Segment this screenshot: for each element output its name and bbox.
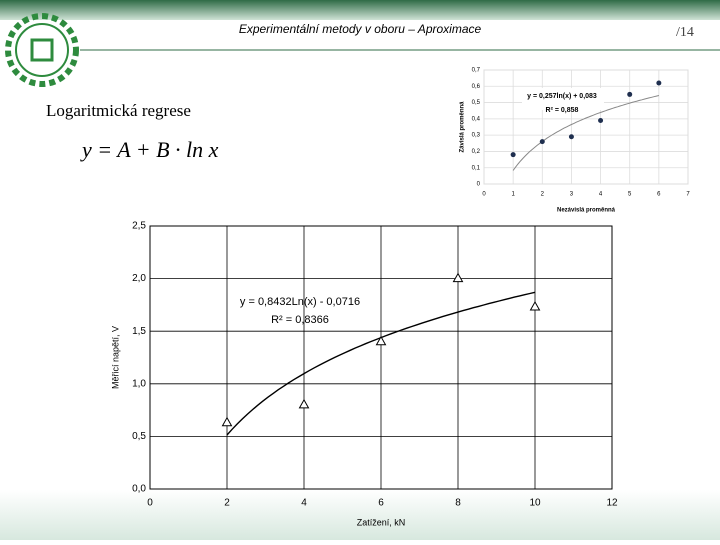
x-tick-label: 8 [455, 498, 461, 509]
data-point [452, 272, 464, 283]
y-tick-label: 0,1 [472, 165, 481, 171]
x-tick-label: 6 [657, 192, 661, 198]
x-tick-label: 7 [686, 192, 690, 198]
x-tick-label: 2 [541, 192, 545, 198]
y-axis-label: Měřicí napětí, V [110, 326, 120, 389]
x-tick-label: 12 [606, 498, 618, 509]
footer-band [0, 490, 720, 540]
data-point [375, 335, 387, 346]
y-tick-label: 0 [477, 182, 481, 188]
y-tick-label: 0,0 [132, 484, 146, 495]
y-tick-label: 1,0 [132, 378, 146, 389]
page-number: /14 [676, 25, 694, 40]
x-tick-label: 6 [378, 498, 384, 509]
data-point [221, 416, 233, 427]
plot-area [483, 69, 689, 185]
trendline-equation: y = 0,257ln(x) + 0,083 [527, 93, 597, 100]
y-tick-label: 0,5 [132, 431, 146, 442]
y-tick-label: 0,3 [472, 133, 481, 139]
equation-box [522, 88, 604, 110]
trendline-equation: y = 0,8432Ln(x) - 0,0716 [240, 296, 360, 308]
data-point [298, 398, 310, 409]
x-axis-label: Nezávislá proměnná [557, 208, 616, 214]
data-point [656, 80, 662, 86]
y-tick-label: 0,4 [472, 116, 481, 122]
y-tick-label: 0,5 [472, 100, 481, 106]
trendline-r2: R² = 0,8366 [271, 314, 329, 326]
x-tick-label: 0 [147, 498, 153, 509]
data-point [568, 134, 574, 140]
logo [5, 13, 79, 87]
trendline-r2: R² = 0,858 [546, 107, 579, 114]
trendline [512, 95, 660, 171]
x-tick-label: 10 [529, 498, 541, 509]
formula: y = A + B · ln x [80, 137, 219, 162]
data-point [627, 91, 633, 97]
x-tick-label: 5 [628, 192, 632, 198]
y-tick-label: 0,6 [472, 84, 481, 90]
y-axis-label: Závislá proměnná [460, 101, 466, 153]
y-tick-label: 0,2 [472, 149, 481, 155]
y-tick-label: 1,5 [132, 326, 146, 337]
data-point [539, 139, 545, 145]
x-tick-label: 1 [511, 192, 515, 198]
heading: Logaritmická regrese [46, 101, 191, 120]
x-tick-label: 2 [224, 498, 230, 509]
data-point [510, 152, 516, 158]
x-tick-label: 0 [482, 192, 486, 198]
y-tick-label: 2,0 [132, 273, 146, 284]
x-tick-label: 3 [570, 192, 574, 198]
header-band [0, 0, 720, 20]
data-point [598, 117, 604, 123]
y-tick-label: 2,5 [132, 221, 146, 232]
header-title: Experimentální metody v oboru – Aproxima… [239, 22, 482, 36]
x-tick-label: 4 [599, 192, 603, 198]
y-tick-label: 0,7 [472, 68, 481, 74]
x-axis-label: Zatížení, kN [357, 517, 406, 527]
data-point [529, 300, 541, 311]
x-tick-label: 4 [301, 498, 307, 509]
